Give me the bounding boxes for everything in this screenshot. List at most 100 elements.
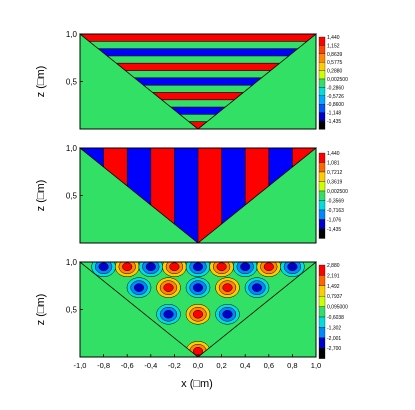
colorbar-label: 1,152 [327,43,340,49]
colorbar-label: -0,7163 [327,208,344,214]
colorbar-swatch [318,219,326,230]
x-tick-label: 0,0 [193,361,203,370]
colorbar-swatch [318,120,326,130]
colorbar: 2,880 2,191 1,492 0,7937 0,095000 -0,6038 -1,3… [318,263,348,359]
contour-band [80,70,316,79]
y-tick-label: 0,5 [66,192,78,201]
negative-lobe [163,310,174,319]
colorbar-swatch [318,112,326,122]
colorbar-swatch [318,162,326,173]
negative-lobe [98,262,109,271]
colorbar-label: 0,8639 [327,52,343,58]
colorbar-label: -0,3569 [327,199,344,205]
positive-lobe [163,283,174,292]
colorbar-swatch [318,264,326,276]
negative-lobe [251,283,263,292]
colorbar-swatch [318,200,326,211]
colorbar-swatch [318,181,326,192]
positive-lobe [222,283,233,292]
colorbar-swatch [318,171,326,182]
negative-lobe [240,262,251,271]
y-tick-label: 1,0 [66,258,78,267]
contour-band [80,34,316,42]
positive-lobe [192,310,204,319]
colorbar-label: 0,7212 [327,170,343,176]
contour-band [80,77,316,86]
colorbar-label: -0,6038 [327,315,344,321]
colorbar-label: 0,002500 [327,189,348,195]
contour-band [80,114,316,123]
colorbar-label: 1,081 [327,161,340,167]
colorbar-swatch [318,36,326,46]
contour-band [80,99,316,108]
colorbar: 1,440 1,152 0,8639 0,5775 0,2880 0,002500 -0,2… [318,35,348,130]
colorbar-swatch [318,275,326,286]
colorbar-label: 0,5775 [327,60,343,66]
negative-lobe [222,310,233,319]
colorbar-swatch [318,104,326,113]
x-tick-label: 0,2 [216,361,226,370]
x-tick-label: 0,6 [264,361,274,370]
contour-band [80,85,316,93]
panels-group: 1,0 0,5 z (□m) 1,440 1,152 0,8639 0,5775 0,2880… [35,30,348,370]
colorbar-label: 0,3619 [327,180,343,186]
colorbar-swatch [318,327,326,338]
contour-band [80,121,316,129]
positive-lobe [216,262,227,271]
colorbar-label: 0,7937 [327,294,343,300]
colorbar-swatch [318,296,326,307]
colorbar-label: -1,302 [327,325,341,331]
colorbar-label: -0,8600 [327,102,344,108]
colorbar-label: 0,2880 [327,69,343,75]
colorbar-label: 1,440 [327,35,340,41]
colorbar-swatch [318,95,326,105]
contour-band [80,92,316,101]
contour-field [91,262,305,357]
colorbar-swatch [318,45,326,54]
colorbar-label: 1,440 [327,151,340,157]
y-tick-label: 1,0 [66,144,78,153]
negative-lobe [287,262,298,271]
colorbar-label: -1,435 [327,119,341,125]
contour-band [80,55,316,64]
negative-lobe [192,262,204,271]
colorbar-swatch [318,87,326,96]
x-axis-label: x (□m) [181,378,213,390]
colorbar-swatch [318,228,326,239]
y-tick-label: 0,5 [66,78,78,87]
panel-bottom: 1,0 0,5 z (□m) -1,0 -0,8 -0,6 -0,4 -0,2 0,0 0,2 0,… [35,258,348,370]
colorbar-label: -1,435 [327,227,341,233]
negative-lobe [192,283,204,292]
x-tick-label: -0,4 [144,361,157,370]
colorbar-label: 0,002500 [327,77,348,83]
positive-lobe [263,262,274,271]
colorbar-swatch [318,316,326,328]
positive-lobe [122,262,133,271]
colorbar-label: 0,095000 [327,305,348,311]
contour-band [80,48,316,57]
x-tick-label: -0,2 [168,361,181,370]
y-axis-label: z (□m) [35,294,47,326]
negative-lobe [133,283,145,292]
colorbar: 1,440 1,081 0,7212 0,3619 0,002500 -0,3569 -0,… [318,151,348,239]
colorbar-swatch [318,209,326,220]
colorbar-swatch [318,285,326,297]
contour-band [80,63,316,71]
x-tick-label: 0,4 [240,361,250,370]
panel-middle: 1,0 0,5 z (□m) 1,440 1,081 0,7212 0,3619 0,0025… [35,144,348,244]
colorbar-label: -1,076 [327,218,341,224]
positive-lobe [169,262,180,271]
colorbar-label: 1,492 [327,284,340,290]
colorbar-swatch [318,348,326,359]
colorbar-label: -0,2860 [327,85,344,91]
colorbar-label: -0,5726 [327,94,344,100]
colorbar-swatch [318,78,326,88]
panel-top: 1,0 0,5 z (□m) 1,440 1,152 0,8639 0,5775 0,2880… [35,30,348,130]
colorbar-swatch [318,62,326,71]
x-tick-label: -1,0 [74,361,87,370]
colorbar-swatch [318,53,326,63]
colorbar-label: -2,700 [327,346,341,352]
y-axis-label: z (□m) [35,180,47,212]
contour-band [80,41,316,50]
